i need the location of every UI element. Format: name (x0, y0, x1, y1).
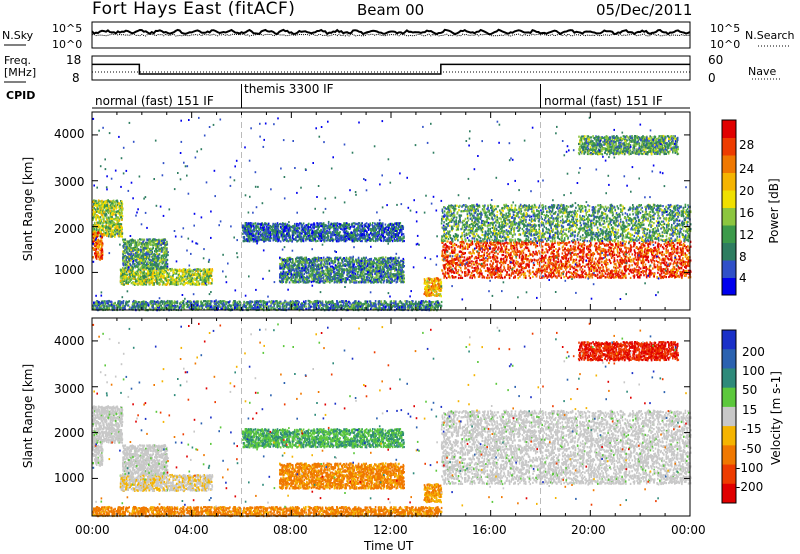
velocity-echo-region (279, 462, 405, 489)
velocity-echo-region (120, 474, 214, 492)
power-ylabel: Slant Range [km] (22, 154, 34, 264)
velocity-echo-region (424, 483, 443, 503)
power-cbar-tick-4: 4 (739, 272, 747, 284)
power-colorbar-segment (722, 243, 736, 261)
velocity-colorbar-segment (722, 484, 736, 504)
freq-tick-low: 8 (72, 72, 80, 84)
velocity-colorbar-segment (722, 388, 736, 408)
power-echo-region (92, 199, 123, 238)
xtick-6: 00:00 (671, 524, 706, 536)
velocity-colorbar-segment (722, 330, 736, 350)
power-echo-region (279, 256, 405, 283)
velocity-colorbar-segment (722, 465, 736, 485)
nsearch-tick-low: 10^0 (710, 39, 740, 50)
frequency-trace (92, 64, 690, 74)
power-echo-region (424, 277, 443, 297)
power-colorbar-segment (722, 138, 736, 156)
vel-ylabel: Slant Range [km] (22, 361, 34, 471)
power-colorbar-segment (722, 208, 736, 226)
power-ytick-4000: 4000 (54, 128, 85, 140)
power-cbar-tick-20: 20 (739, 185, 754, 197)
velocity-echo-region (441, 410, 692, 449)
power-cbar-label: Power [dB] (768, 171, 780, 251)
vel-cbar-tick-m15: -15 (742, 423, 762, 435)
power-cbar-tick-24: 24 (739, 163, 754, 175)
vel-cbar-tick-15: 15 (742, 404, 757, 416)
freq-label: Freq. (4, 55, 31, 66)
velocity-colorbar-segment (722, 445, 736, 465)
cpid-segment-2: themis 3300 IF (244, 83, 334, 95)
cpid-label: CPID (6, 90, 35, 101)
vel-cbar-tick-100: 100 (742, 365, 765, 377)
freq-unit-label: [MHz] (4, 67, 36, 78)
nsearch-tick-high: 10^5 (710, 23, 740, 34)
power-colorbar-segment (722, 278, 736, 296)
power-colorbar-segment (722, 225, 736, 243)
xtick-1: 04:00 (174, 524, 209, 536)
velocity-echo-region (441, 446, 692, 485)
velocity-echo-region (578, 341, 679, 362)
xaxis-label: Time UT (364, 540, 413, 552)
xtick-5: 20:00 (571, 524, 606, 536)
power-colorbar-segment (722, 190, 736, 208)
power-echo-region (120, 268, 214, 286)
vel-cbar-label: Velocity [m s-1] (770, 358, 782, 478)
nave-tick-low: 0 (708, 72, 716, 84)
power-echo-region (578, 135, 679, 156)
power-cbar-tick-16: 16 (739, 207, 754, 219)
data-layer (92, 117, 692, 518)
xtick-0: 00:00 (75, 524, 110, 536)
vel-cbar-tick-50: 50 (742, 384, 757, 396)
power-colorbar-segment (722, 120, 736, 138)
vel-cbar-tick-m50: -50 (742, 443, 762, 455)
power-echo-region (242, 222, 405, 243)
power-ytick-1000: 1000 (54, 264, 85, 276)
power-echo-region (441, 240, 692, 279)
power-ytick-3000: 3000 (54, 176, 85, 188)
freq-tick-high: 18 (66, 54, 81, 66)
nave-tick-high: 60 (708, 54, 723, 66)
vel-ytick-1000: 1000 (54, 472, 85, 484)
vel-cbar-tick-m100: -100 (736, 462, 763, 474)
xtick-4: 16:00 (472, 524, 507, 536)
velocity-echo-region (92, 405, 123, 444)
noise-sky-trace (92, 30, 690, 34)
beam-title: Beam 00 (357, 3, 424, 18)
nave-label: Nave (748, 66, 776, 77)
date-title: 05/Dec/2011 (596, 3, 692, 18)
power-echo-region (441, 204, 692, 243)
nsky-label: N.Sky (2, 30, 33, 41)
power-cbar-tick-28: 28 (739, 139, 754, 151)
noise-panel-frame (92, 22, 690, 48)
power-cbar-tick-12: 12 (739, 229, 754, 241)
nsearch-label: N.Search (745, 30, 795, 41)
power-ytick-2000: 2000 (54, 223, 85, 235)
cpid-segment-3: normal (fast) 151 IF (544, 95, 663, 107)
velocity-colorbar-segment (722, 407, 736, 427)
velocity-colorbar-segment (722, 368, 736, 388)
velocity-echo-region (242, 428, 405, 449)
power-colorbar-segment (722, 173, 736, 191)
cpid-segment-1: normal (fast) 151 IF (95, 95, 214, 107)
velocity-colorbar-segment (722, 426, 736, 446)
vel-ytick-2000: 2000 (54, 427, 85, 439)
vel-cbar-tick-m200: -200 (736, 481, 763, 493)
nsky-tick-high: 10^5 (52, 23, 82, 34)
nsky-tick-low: 10^0 (52, 39, 82, 50)
power-colorbar-segment (722, 155, 736, 173)
power-colorbar-segment (722, 260, 736, 278)
vel-cbar-tick-200: 200 (742, 346, 765, 358)
velocity-echo-region (92, 437, 104, 467)
xtick-2: 08:00 (273, 524, 308, 536)
velocity-colorbar-segment (722, 349, 736, 369)
power-echo-region (92, 231, 104, 261)
vel-ytick-4000: 4000 (54, 335, 85, 347)
xtick-3: 12:00 (373, 524, 408, 536)
vel-ytick-3000: 3000 (54, 383, 85, 395)
freq-panel-frame (92, 56, 690, 80)
power-cbar-tick-8: 8 (739, 251, 747, 263)
station-title: Fort Hays East (fitACF) (92, 1, 295, 18)
